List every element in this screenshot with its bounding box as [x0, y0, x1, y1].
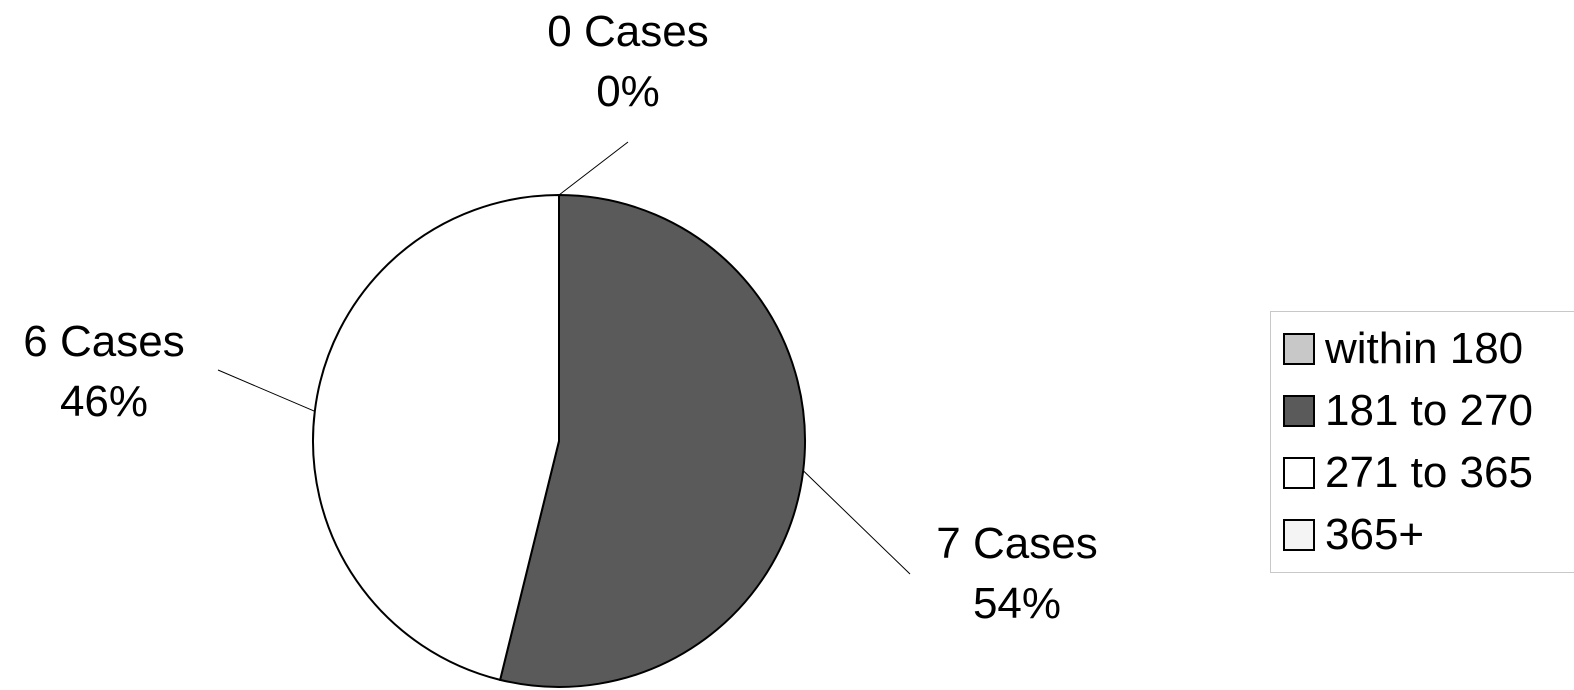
legend-label-within-180: within 180 [1325, 324, 1524, 373]
chart-legend: within 180 181 to 270 271 to 365 365+ [1270, 311, 1574, 573]
label-181-to-270: 7 Cases 54% [936, 519, 1097, 628]
label-within-180-percent: 0% [596, 67, 660, 116]
legend-swatch-within-180 [1283, 333, 1315, 365]
label-271-to-365: 6 Cases 46% [23, 317, 184, 426]
pie-slices [312, 193, 806, 688]
legend-item-181-to-270: 181 to 270 [1283, 380, 1533, 442]
legend-item-365-plus: 365+ [1283, 504, 1424, 566]
legend-label-271-to-365: 271 to 365 [1325, 448, 1533, 497]
label-181-to-270-percent: 54% [973, 579, 1061, 628]
legend-swatch-181-to-270 [1283, 395, 1315, 427]
pie-slice-271-to-365 [312, 193, 560, 682]
leader-lines [217, 141, 911, 575]
legend-swatch-271-to-365 [1283, 457, 1315, 489]
label-271-to-365-count: 6 Cases [23, 317, 184, 366]
label-271-to-365-percent: 46% [60, 377, 148, 426]
legend-swatch-365-plus [1283, 519, 1315, 551]
pie-slice-181-to-270 [498, 193, 806, 688]
leader-line-181-to-270 [802, 470, 911, 575]
label-within-180-count: 0 Cases [547, 7, 708, 56]
legend-item-271-to-365: 271 to 365 [1283, 442, 1533, 504]
label-181-to-270-count: 7 Cases [936, 519, 1097, 568]
legend-label-365-plus: 365+ [1325, 510, 1425, 559]
label-within-180: 0 Cases 0% [547, 7, 708, 116]
leader-line-within-180 [558, 141, 629, 196]
legend-label-181-to-270: 181 to 270 [1325, 386, 1533, 435]
legend-item-within-180: within 180 [1283, 318, 1523, 380]
leader-line-271-to-365 [217, 369, 315, 412]
